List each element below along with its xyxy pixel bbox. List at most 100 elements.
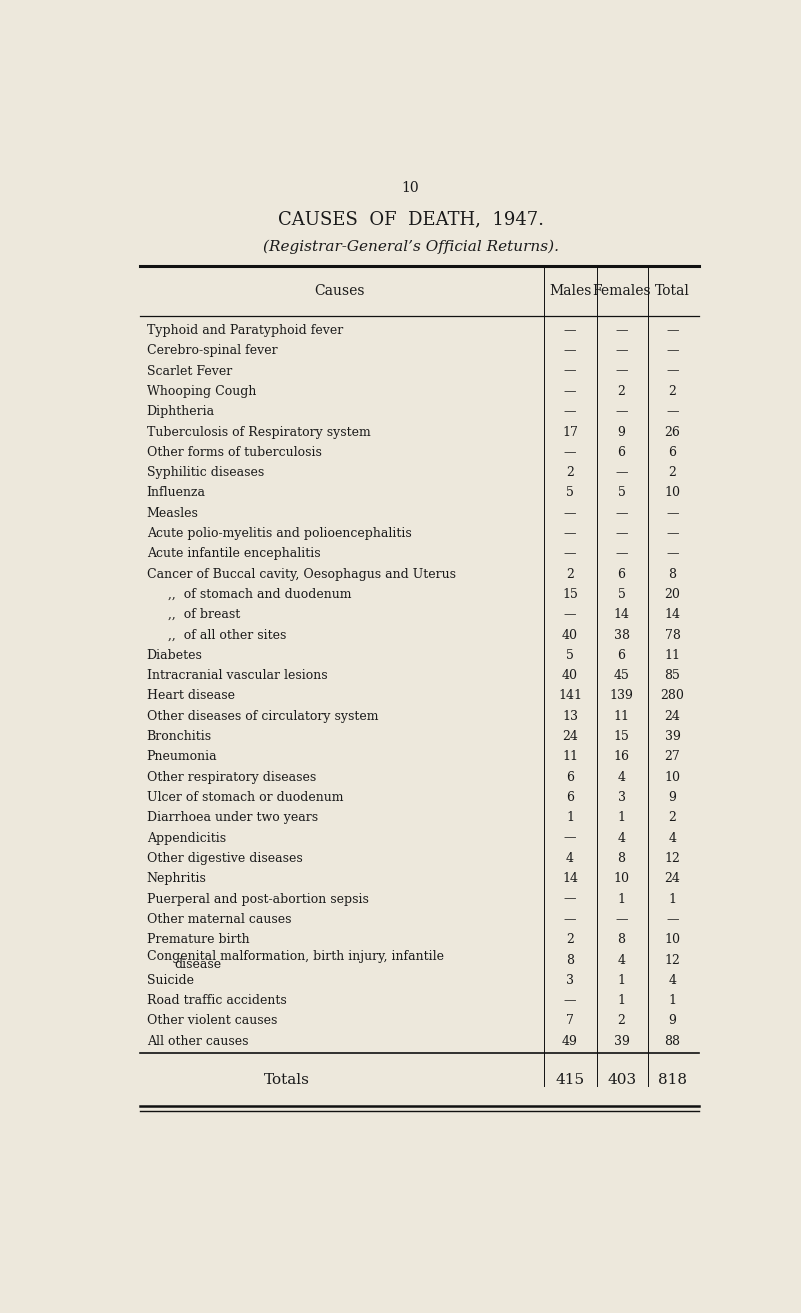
Text: —: — [564, 365, 576, 378]
Text: 4: 4 [669, 974, 677, 987]
Text: 38: 38 [614, 629, 630, 642]
Text: Other digestive diseases: Other digestive diseases [147, 852, 303, 865]
Text: —: — [564, 406, 576, 419]
Text: Intracranial vascular lesions: Intracranial vascular lesions [147, 670, 328, 683]
Text: 403: 403 [607, 1073, 636, 1087]
Text: Influenza: Influenza [147, 486, 206, 499]
Text: 2: 2 [669, 385, 676, 398]
Text: 26: 26 [665, 425, 680, 439]
Text: —: — [615, 344, 628, 357]
Text: 8: 8 [618, 852, 626, 865]
Text: 3: 3 [566, 974, 574, 987]
Text: 5: 5 [566, 486, 574, 499]
Text: —: — [666, 548, 678, 561]
Text: Diarrhoea under two years: Diarrhoea under two years [147, 811, 318, 825]
Text: 1: 1 [669, 994, 677, 1007]
Text: Measles: Measles [147, 507, 199, 520]
Text: 85: 85 [665, 670, 680, 683]
Text: —: — [564, 994, 576, 1007]
Text: 10: 10 [614, 872, 630, 885]
Text: —: — [666, 527, 678, 540]
Text: 139: 139 [610, 689, 634, 702]
Text: Other diseases of circulatory system: Other diseases of circulatory system [147, 710, 378, 722]
Text: 11: 11 [614, 710, 630, 722]
Text: Premature birth: Premature birth [147, 934, 249, 947]
Text: 2: 2 [618, 385, 626, 398]
Text: 4: 4 [618, 955, 626, 968]
Text: 8: 8 [566, 955, 574, 968]
Text: 9: 9 [669, 1015, 676, 1027]
Text: CAUSES  OF  DEATH,  1947.: CAUSES OF DEATH, 1947. [277, 210, 544, 228]
Text: —: — [564, 324, 576, 337]
Text: 7: 7 [566, 1015, 574, 1027]
Text: Nephritis: Nephritis [147, 872, 207, 885]
Text: 4: 4 [566, 852, 574, 865]
Text: 4: 4 [618, 831, 626, 844]
Text: —: — [666, 324, 678, 337]
Text: 6: 6 [669, 446, 677, 458]
Text: ,,  of all other sites: ,, of all other sites [168, 629, 287, 642]
Text: disease: disease [175, 958, 222, 972]
Text: 9: 9 [669, 790, 676, 804]
Text: 11: 11 [562, 750, 578, 763]
Text: 39: 39 [614, 1035, 630, 1048]
Text: 10: 10 [401, 181, 420, 194]
Text: Scarlet Fever: Scarlet Fever [147, 365, 232, 378]
Text: 5: 5 [566, 649, 574, 662]
Text: 17: 17 [562, 425, 578, 439]
Text: 10: 10 [665, 934, 681, 947]
Text: —: — [564, 507, 576, 520]
Text: ,,  of breast: ,, of breast [168, 608, 240, 621]
Text: 2: 2 [669, 811, 676, 825]
Text: Congenital malformation, birth injury, infantile: Congenital malformation, birth injury, i… [147, 951, 444, 964]
Text: —: — [666, 406, 678, 419]
Text: Males: Males [549, 284, 591, 298]
Text: 14: 14 [562, 872, 578, 885]
Text: 9: 9 [618, 425, 626, 439]
Text: 12: 12 [665, 955, 680, 968]
Text: Other forms of tuberculosis: Other forms of tuberculosis [147, 446, 321, 458]
Text: 24: 24 [665, 872, 680, 885]
Text: 3: 3 [618, 790, 626, 804]
Text: Totals: Totals [264, 1073, 309, 1087]
Text: 40: 40 [562, 629, 578, 642]
Text: —: — [564, 385, 576, 398]
Text: 2: 2 [669, 466, 676, 479]
Text: —: — [615, 324, 628, 337]
Text: All other causes: All other causes [147, 1035, 248, 1048]
Text: 13: 13 [562, 710, 578, 722]
Text: —: — [564, 893, 576, 906]
Text: Appendicitis: Appendicitis [147, 831, 226, 844]
Text: —: — [564, 527, 576, 540]
Text: 6: 6 [566, 771, 574, 784]
Text: —: — [564, 446, 576, 458]
Text: 20: 20 [665, 588, 680, 601]
Text: 16: 16 [614, 750, 630, 763]
Text: 24: 24 [665, 710, 680, 722]
Text: Diabetes: Diabetes [147, 649, 203, 662]
Text: —: — [564, 344, 576, 357]
Text: 39: 39 [665, 730, 680, 743]
Text: 10: 10 [665, 771, 681, 784]
Text: 15: 15 [614, 730, 630, 743]
Text: Other violent causes: Other violent causes [147, 1015, 277, 1027]
Text: 1: 1 [618, 974, 626, 987]
Text: —: — [564, 831, 576, 844]
Text: —: — [564, 608, 576, 621]
Text: 1: 1 [669, 893, 677, 906]
Text: —: — [564, 913, 576, 926]
Text: Ulcer of stomach or duodenum: Ulcer of stomach or duodenum [147, 790, 343, 804]
Text: 45: 45 [614, 670, 630, 683]
Text: 78: 78 [665, 629, 680, 642]
Text: Tuberculosis of Respiratory system: Tuberculosis of Respiratory system [147, 425, 370, 439]
Text: 1: 1 [566, 811, 574, 825]
Text: 14: 14 [614, 608, 630, 621]
Text: 2: 2 [618, 1015, 626, 1027]
Text: 1: 1 [618, 893, 626, 906]
Text: Bronchitis: Bronchitis [147, 730, 211, 743]
Text: 141: 141 [558, 689, 582, 702]
Text: Females: Females [592, 284, 651, 298]
Text: 49: 49 [562, 1035, 578, 1048]
Text: 88: 88 [665, 1035, 681, 1048]
Text: —: — [615, 365, 628, 378]
